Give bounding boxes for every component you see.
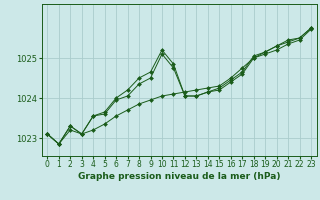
- X-axis label: Graphe pression niveau de la mer (hPa): Graphe pression niveau de la mer (hPa): [78, 172, 280, 181]
